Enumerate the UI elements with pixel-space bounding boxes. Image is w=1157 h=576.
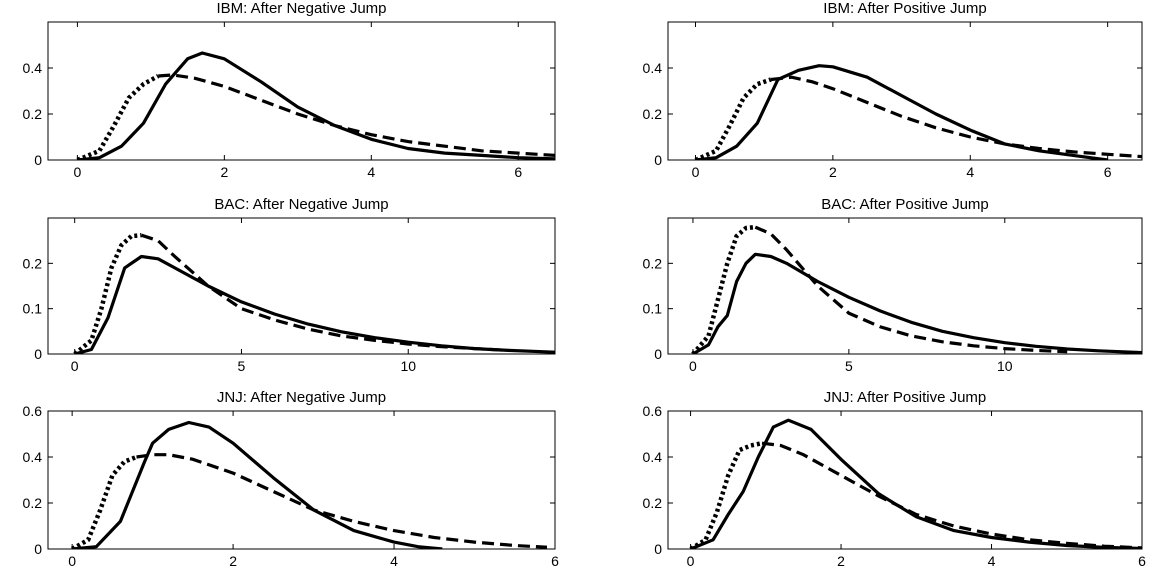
x-tick-label: 5 (238, 358, 246, 374)
series-line-solid (695, 64, 1108, 160)
x-tick-label: 2 (229, 553, 237, 569)
chart-bac-positive-jump: BAC: After Positive Jump 0 5 10 0 0.1 0.2 (643, 196, 1143, 374)
x-tick-label: 4 (367, 164, 375, 180)
series-line-solid (689, 418, 1142, 549)
y-tick-label: 0.2 (23, 255, 43, 271)
x-tick-label: 4 (988, 553, 996, 569)
x-tick-label: 0 (73, 164, 81, 180)
x-tick-label: 0 (68, 553, 76, 569)
y-tick-label: 0.4 (643, 449, 663, 465)
series-line-dashed (158, 73, 555, 157)
x-tick-label: 0 (692, 164, 700, 180)
chart-ibm-negative-jump: IBM: After Negative Jump 0 2 4 6 0 0.2 0.4 (23, 0, 556, 180)
x-tick-label: 2 (829, 164, 837, 180)
y-tick-label: 0.2 (643, 106, 663, 122)
series-line-dotted (76, 74, 160, 160)
y-tick-label: 0.1 (643, 301, 663, 317)
series-line-dotted (694, 77, 772, 160)
series-line-dashed (761, 441, 1142, 549)
axes-frame (667, 410, 1143, 550)
axes-frame (667, 217, 1143, 355)
axes-frame (47, 21, 556, 161)
x-tick-label: 2 (220, 164, 228, 180)
x-tick-label: 5 (845, 358, 853, 374)
x-tick-label: 10 (400, 358, 416, 374)
series-line-dashed (770, 75, 1142, 159)
series-line-dashed (754, 225, 1068, 354)
x-tick-label: 6 (514, 164, 522, 180)
chart-title: BAC: After Negative Jump (214, 196, 388, 213)
y-tick-label: 0.2 (643, 255, 663, 271)
axes-frame (667, 21, 1143, 161)
series-line-solid (74, 254, 555, 354)
y-tick-label: 0 (34, 541, 42, 557)
y-tick-label: 0.1 (23, 301, 43, 317)
x-tick-label: 0 (71, 358, 79, 374)
chart-title: IBM: After Negative Jump (216, 0, 386, 17)
y-tick-label: 0.4 (643, 60, 663, 76)
y-tick-label: 0.2 (23, 106, 43, 122)
axes-frame (47, 217, 556, 355)
x-tick-label: 0 (687, 553, 695, 569)
chart-jnj-positive-jump: JNJ: After Positive Jump 0 2 4 6 0 0.2 0.4 0.6 (643, 389, 1147, 569)
y-tick-label: 0 (34, 152, 42, 168)
y-tick-label: 0.2 (643, 495, 663, 511)
y-tick-label: 0.4 (23, 60, 43, 76)
x-tick-label: 2 (837, 553, 845, 569)
chart-title: IBM: After Positive Jump (823, 0, 986, 17)
series-line-solid (77, 51, 555, 160)
axes-frame (47, 410, 556, 550)
series-line-dotted (691, 224, 756, 354)
x-tick-label: 0 (689, 358, 697, 374)
series-line-dashed (136, 453, 548, 549)
x-tick-label: 6 (1104, 164, 1112, 180)
chart-ibm-positive-jump: IBM: After Positive Jump 0 2 4 6 0 0.2 0.4 (643, 0, 1143, 180)
y-tick-label: 0.2 (23, 495, 43, 511)
chart-bac-negative-jump: BAC: After Negative Jump 0 5 10 0 0.1 0.2 (23, 196, 556, 374)
x-tick-label: 10 (997, 358, 1013, 374)
x-tick-label: 6 (1138, 553, 1146, 569)
y-tick-label: 0 (654, 346, 662, 362)
y-tick-label: 0.6 (23, 403, 43, 419)
x-tick-label: 6 (551, 553, 559, 569)
series-line-solid (692, 252, 1142, 354)
chart-title: BAC: After Positive Jump (821, 196, 989, 213)
series-line-dotted (73, 232, 142, 354)
x-tick-label: 4 (966, 164, 974, 180)
chart-title: JNJ: After Negative Jump (217, 389, 386, 406)
series-line-dotted (689, 440, 763, 549)
series-line-solid (71, 420, 443, 549)
y-tick-label: 0 (654, 541, 662, 557)
y-tick-label: 0.4 (23, 449, 43, 465)
chart-jnj-negative-jump: JNJ: After Negative Jump 0 2 4 6 0 0.2 0.4 0.6 (23, 389, 560, 569)
y-tick-label: 0.6 (643, 403, 663, 419)
x-tick-label: 4 (390, 553, 398, 569)
series-line-dashed (140, 233, 509, 352)
chart-title: JNJ: After Positive Jump (824, 389, 987, 406)
y-tick-label: 0 (654, 152, 662, 168)
y-tick-label: 0 (34, 346, 42, 362)
